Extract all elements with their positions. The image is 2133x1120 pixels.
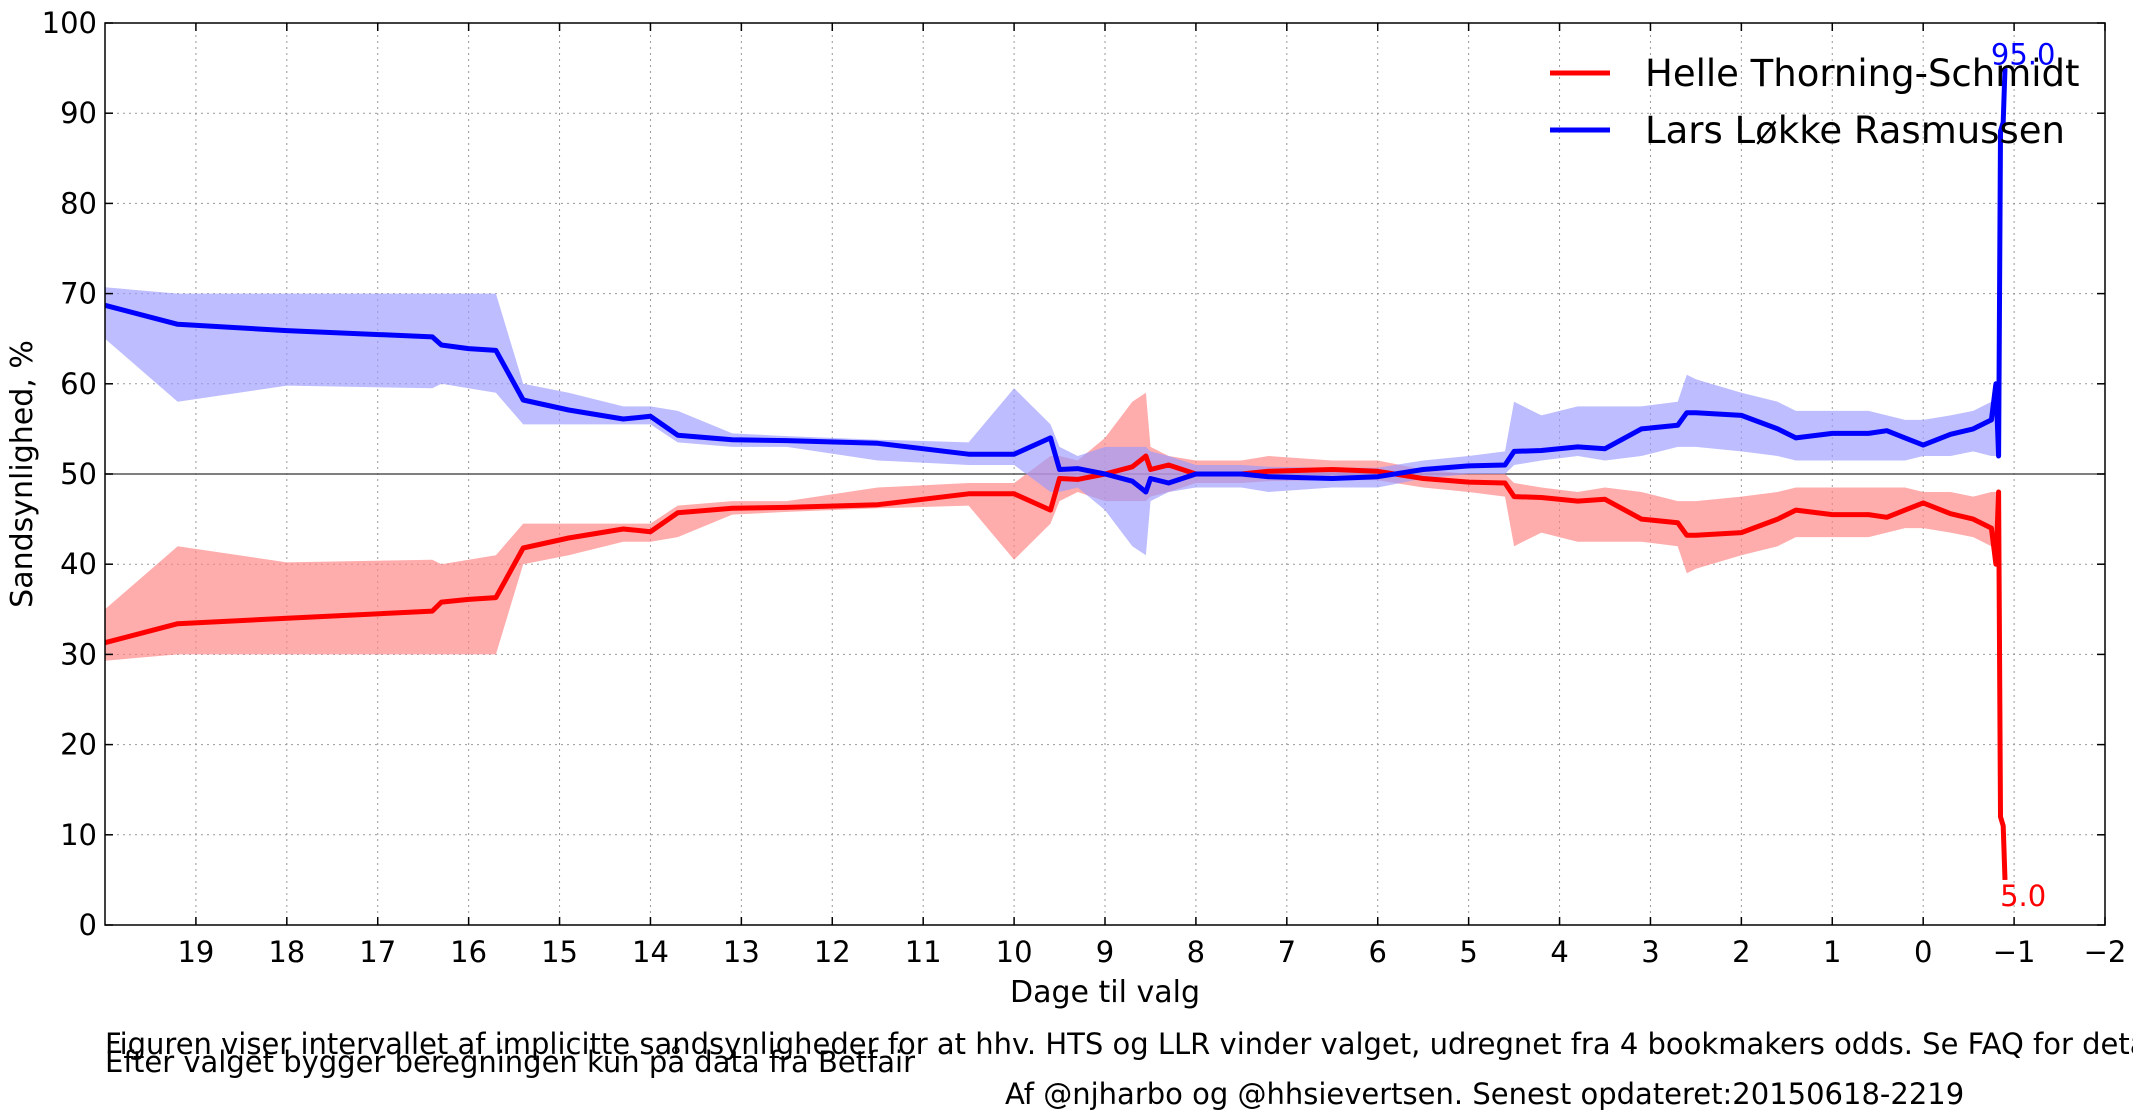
confidence-bands: [105, 68, 2005, 880]
x-tick-label: 0: [1914, 935, 1932, 969]
legend-label: Helle Thorning-Schmidt: [1645, 52, 2080, 95]
line-series-1: [104, 68, 2008, 495]
caption-methodology: Figuren viser intervallet af implicitte …: [105, 1027, 2133, 1061]
x-tick-label: 18: [268, 935, 305, 969]
band-series-1: [105, 68, 2005, 556]
x-tick-label: 1: [1823, 935, 1841, 969]
y-tick-label: 60: [60, 367, 97, 401]
x-tick-label: 5: [1459, 935, 1477, 969]
annotation-label: 95.0: [1991, 37, 2056, 71]
y-tick-label: 100: [42, 6, 97, 40]
x-tick-label: 11: [905, 935, 942, 969]
x-tick-label: 19: [177, 935, 214, 969]
x-tick-label: 6: [1369, 935, 1387, 969]
x-tick-label: −1: [1993, 935, 2036, 969]
caption-betfair-note: Efter valget bygger beregningen kun på d…: [105, 1045, 916, 1079]
y-tick-label: 90: [60, 96, 97, 130]
x-tick-label: 9: [1096, 935, 1114, 969]
x-tick-label: −2: [2084, 935, 2127, 969]
x-tick-label: 4: [1550, 935, 1568, 969]
x-tick-label: 3: [1641, 935, 1659, 969]
x-tick-label: 13: [723, 935, 760, 969]
band-series-0: [105, 392, 2005, 880]
line-series-0: [104, 453, 2008, 880]
x-tick-label: 17: [359, 935, 396, 969]
legend-label: Lars Løkke Rasmussen: [1645, 109, 2065, 152]
credit-line: Af @njharbo og @hhsievertsen. Senest opd…: [1005, 1077, 1965, 1111]
y-tick-label: 0: [79, 908, 97, 942]
y-tick-label: 50: [60, 457, 97, 491]
end-value-annotations: 95.0 5.0: [1991, 37, 2056, 913]
x-tick-label: 15: [541, 935, 578, 969]
y-tick-label: 80: [60, 186, 97, 220]
y-tick-label: 20: [60, 728, 97, 762]
x-tick-label: 16: [450, 935, 487, 969]
y-axis-label: Sandsynlighed, %: [5, 340, 40, 608]
y-tick-label: 70: [60, 277, 97, 311]
x-axis-label: Dage til valg: [1010, 975, 1200, 1010]
legend: Helle Thorning-Schmidt Lars Løkke Rasmuss…: [1550, 52, 2080, 152]
x-tick-label: 10: [996, 935, 1033, 969]
y-axis-ticks: 0 10 20 30 40 50 60 70 80 90 100: [42, 6, 2105, 942]
x-tick-label: 12: [814, 935, 851, 969]
series-lines: [104, 68, 2008, 880]
annotation-label: 5.0: [2000, 879, 2046, 913]
y-tick-label: 10: [60, 818, 97, 852]
y-tick-label: 30: [60, 637, 97, 671]
y-tick-label: 40: [60, 547, 97, 581]
x-axis-ticks: 19 18 17 16 15 14 13 12 11 10 9 8 7 6 5 4 3 2 1 0 −1 −2: [177, 23, 2126, 969]
x-tick-label: 8: [1187, 935, 1205, 969]
x-tick-label: 2: [1732, 935, 1750, 969]
x-tick-label: 14: [632, 935, 669, 969]
x-tick-label: 7: [1278, 935, 1296, 969]
